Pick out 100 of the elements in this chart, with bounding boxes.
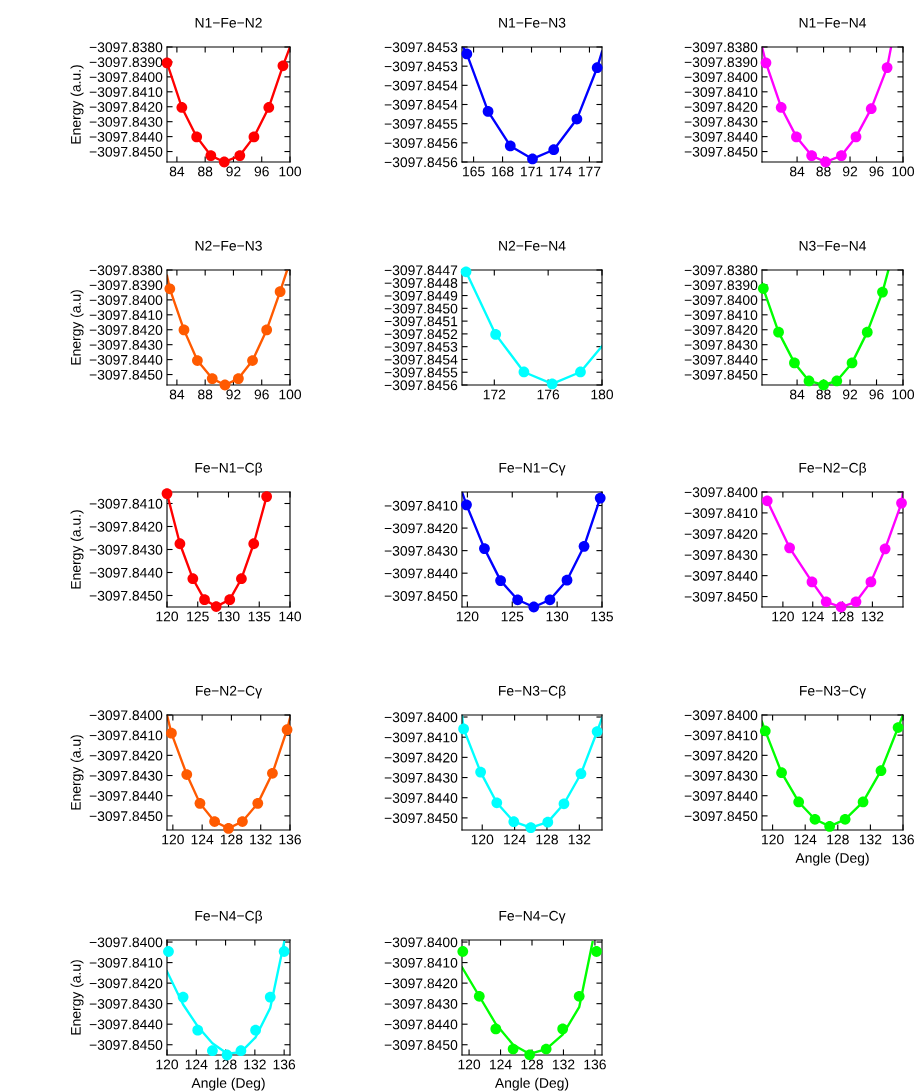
x-tick-label: 135 [248, 611, 271, 622]
point [250, 1024, 261, 1036]
y-tick-label: −3097.8400 [89, 710, 163, 721]
point [224, 594, 236, 606]
y-tick-label: −3097.8455 [384, 367, 458, 378]
y-tick-label: −3097.8430 [384, 545, 458, 556]
y-tick-label: −3097.8410 [89, 957, 163, 968]
y-tick-label: −3097.8430 [384, 772, 458, 783]
x-tick-label: 120 [456, 611, 479, 622]
x-tick-label: 136 [892, 834, 914, 845]
y-tick-label: −3097.8430 [684, 340, 758, 350]
x-tick-label: 88 [198, 389, 213, 400]
x-tick-label: 124 [185, 1059, 208, 1070]
point [846, 357, 858, 369]
point [831, 375, 843, 387]
x-tick-label: 132 [859, 834, 882, 845]
y-tick-label: −3097.8440 [89, 791, 163, 801]
x-tick-label: 132 [244, 1059, 266, 1070]
point [267, 767, 278, 779]
y-tick-label: −3097.8410 [684, 730, 758, 741]
point [881, 62, 893, 73]
x-tick-label: 120 [772, 611, 794, 622]
y-tick-label: −3097.8400 [684, 295, 758, 306]
point [525, 822, 537, 833]
x-tick-label: 120 [762, 834, 784, 845]
point [491, 797, 503, 809]
x-tick-label: 125 [501, 611, 524, 622]
point [210, 601, 222, 612]
point [237, 816, 248, 827]
x-tick-label: 177 [578, 166, 601, 177]
y-tick-label: −3097.8456 [384, 380, 458, 391]
y-tick-label: −3097.8380 [89, 42, 163, 53]
chart-title: Fe−N2−Cγ [196, 685, 263, 699]
y-axis-title: Energy (a.u) [70, 960, 84, 1035]
y-tick-label: −3097.8454 [384, 99, 458, 110]
point [757, 283, 769, 294]
point [865, 576, 877, 588]
x-tick-label: 172 [483, 389, 506, 400]
point [235, 1045, 247, 1057]
chart-title: Fe−N1−Cγ [499, 462, 566, 476]
y-tick-label: −3097.8420 [89, 750, 163, 761]
x-tick-label: 88 [198, 166, 213, 177]
point [274, 286, 286, 298]
x-tick-label: 128 [827, 834, 849, 845]
y-tick-label: −3097.8400 [384, 712, 458, 723]
y-tick-label: −3097.8430 [684, 117, 758, 127]
point [278, 946, 290, 957]
x-tick-label: 136 [273, 1059, 296, 1070]
chart-title: N2−Fe−N3 [195, 240, 262, 251]
y-tick-label: −3097.8430 [89, 770, 163, 781]
point [760, 57, 772, 69]
x-tick-label: 96 [869, 389, 884, 400]
y-tick-label: −3097.8390 [89, 57, 163, 68]
y-tick-label: −3097.8420 [384, 523, 458, 534]
y-tick-label: −3097.8449 [384, 290, 458, 301]
point [234, 150, 246, 161]
x-tick-label: 124 [794, 834, 817, 845]
point [507, 1043, 519, 1055]
point [875, 765, 887, 777]
chart-title: Fe−N4−Cβ [195, 910, 263, 924]
x-tick-label: 128 [215, 1059, 237, 1070]
y-tick-label: −3097.8400 [89, 937, 163, 948]
x-axis-title: Angle (Deg) [494, 1077, 569, 1091]
point [176, 102, 188, 113]
point [540, 1043, 552, 1055]
point [218, 156, 230, 168]
y-tick-label: −3097.8410 [684, 508, 758, 519]
x-tick-label: 120 [471, 834, 494, 845]
point [512, 594, 524, 606]
point [558, 798, 570, 810]
y-tick-label: −3097.8400 [89, 295, 163, 306]
chart-title: Fe−N4−Cγ [499, 910, 566, 924]
y-tick-label: −3097.8420 [89, 521, 163, 532]
y-tick-label: −3097.8400 [684, 487, 758, 498]
y-tick-label: −3097.8410 [89, 498, 163, 509]
point [490, 1023, 502, 1035]
x-tick-label: 84 [789, 389, 805, 400]
y-tick-label: −3097.8420 [684, 750, 758, 761]
y-axis-title: Energy (a.u.) [70, 65, 84, 144]
x-tick-label: 132 [861, 611, 884, 622]
point [248, 131, 260, 143]
chart-title: N1−Fe−N4 [799, 18, 867, 28]
point [773, 326, 784, 338]
y-tick-label: −3097.8440 [684, 354, 758, 365]
y-axis-title: Energy (a.u) [70, 735, 84, 810]
x-tick-label: 130 [546, 611, 569, 622]
y-tick-label: −3097.8420 [684, 102, 758, 112]
point [518, 366, 530, 378]
y-tick-label: −3097.8420 [684, 325, 758, 335]
point [806, 576, 818, 588]
x-tick-label: 100 [279, 166, 302, 177]
x-tick-label: 125 [187, 611, 209, 622]
y-tick-label: −3097.8450 [89, 1040, 163, 1050]
y-tick-label: −3097.8400 [684, 72, 758, 83]
y-tick-label: −3097.8390 [684, 57, 758, 68]
point [573, 990, 585, 1002]
x-tick-label: 100 [892, 389, 915, 400]
y-tick-label: −3097.8440 [684, 131, 758, 142]
y-tick-label: −3097.8448 [384, 278, 458, 288]
y-tick-label: −3097.8453 [384, 42, 458, 53]
